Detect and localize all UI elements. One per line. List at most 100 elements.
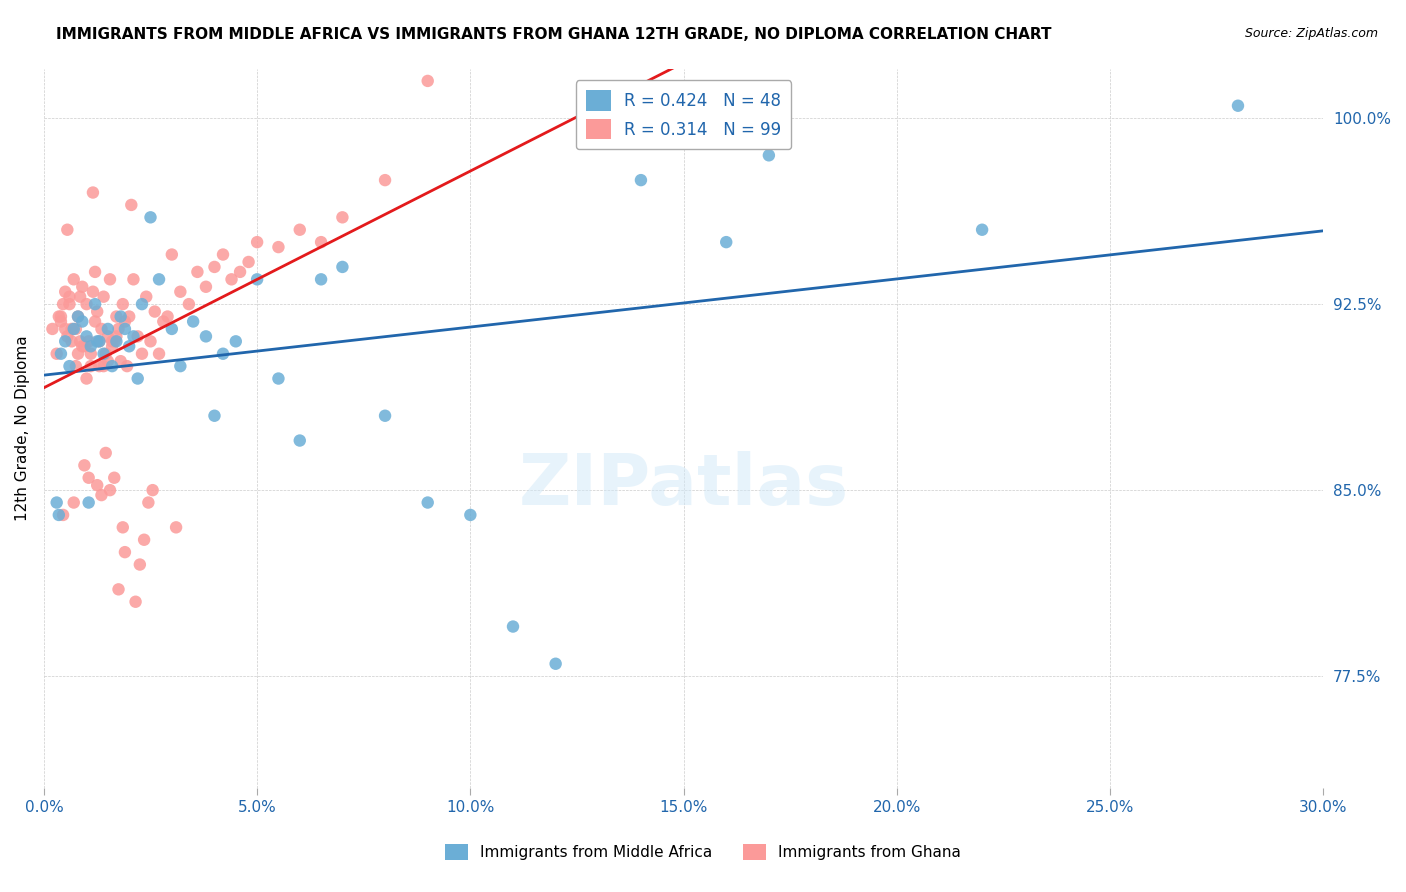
Point xyxy=(103,334,125,349)
Point xyxy=(716,235,738,249)
Point xyxy=(66,310,89,324)
Point xyxy=(131,297,153,311)
Point xyxy=(60,322,83,336)
Point xyxy=(62,322,84,336)
Point xyxy=(160,247,183,261)
Point xyxy=(48,508,70,522)
Point xyxy=(309,235,332,249)
Point xyxy=(374,173,396,187)
Point xyxy=(65,359,87,373)
Point xyxy=(630,173,652,187)
Point xyxy=(84,297,107,311)
Point xyxy=(80,339,103,353)
Point xyxy=(86,304,108,318)
Point xyxy=(82,186,104,200)
Point xyxy=(160,322,183,336)
Point xyxy=(41,322,63,336)
Point xyxy=(93,290,115,304)
Point xyxy=(73,458,96,473)
Point xyxy=(89,334,111,349)
Y-axis label: 12th Grade, No Diploma: 12th Grade, No Diploma xyxy=(15,335,30,521)
Point xyxy=(165,520,187,534)
Point xyxy=(80,359,103,373)
Point xyxy=(86,334,108,349)
Point xyxy=(82,285,104,299)
Point xyxy=(77,334,100,349)
Point xyxy=(972,223,994,237)
Point xyxy=(212,247,235,261)
Point xyxy=(52,508,75,522)
Point xyxy=(502,619,524,633)
Point xyxy=(77,495,100,509)
Point xyxy=(72,279,94,293)
Point xyxy=(238,255,260,269)
Point xyxy=(114,314,136,328)
Point xyxy=(110,310,132,324)
Point xyxy=(52,297,75,311)
Point xyxy=(139,211,162,225)
Point xyxy=(76,371,98,385)
Point xyxy=(101,359,124,373)
Point xyxy=(90,488,112,502)
Point xyxy=(89,359,111,373)
Point xyxy=(186,265,208,279)
Point xyxy=(131,347,153,361)
Point xyxy=(110,354,132,368)
Point xyxy=(93,359,115,373)
Point xyxy=(204,260,226,274)
Point xyxy=(544,657,567,671)
Point xyxy=(98,272,121,286)
Point xyxy=(288,434,311,448)
Point xyxy=(229,265,252,279)
Point xyxy=(204,409,226,423)
Point xyxy=(69,290,91,304)
Point xyxy=(1227,99,1250,113)
Point xyxy=(72,314,94,328)
Point xyxy=(128,558,150,572)
Point xyxy=(77,471,100,485)
Point xyxy=(460,508,482,522)
Point xyxy=(139,334,162,349)
Point xyxy=(114,322,136,336)
Point xyxy=(105,334,128,349)
Point xyxy=(114,545,136,559)
Point xyxy=(86,478,108,492)
Point xyxy=(148,272,170,286)
Point xyxy=(58,359,80,373)
Point xyxy=(132,533,155,547)
Point xyxy=(69,334,91,349)
Point xyxy=(309,272,332,286)
Point xyxy=(56,329,79,343)
Point xyxy=(56,223,79,237)
Point xyxy=(246,235,269,249)
Point xyxy=(94,347,117,361)
Text: Source: ZipAtlas.com: Source: ZipAtlas.com xyxy=(1244,27,1378,40)
Point xyxy=(84,314,107,328)
Point xyxy=(53,334,76,349)
Point xyxy=(58,297,80,311)
Point xyxy=(53,322,76,336)
Point xyxy=(105,310,128,324)
Point xyxy=(49,310,72,324)
Point xyxy=(169,359,191,373)
Legend: Immigrants from Middle Africa, Immigrants from Ghana: Immigrants from Middle Africa, Immigrant… xyxy=(439,838,967,866)
Point xyxy=(80,347,103,361)
Point xyxy=(72,339,94,353)
Point xyxy=(374,409,396,423)
Point xyxy=(101,339,124,353)
Point xyxy=(142,483,165,497)
Point xyxy=(115,359,138,373)
Point xyxy=(49,314,72,328)
Point xyxy=(107,582,129,597)
Point xyxy=(135,290,157,304)
Point xyxy=(127,329,149,343)
Point xyxy=(120,198,142,212)
Point xyxy=(169,285,191,299)
Point xyxy=(148,347,170,361)
Point xyxy=(97,329,120,343)
Point xyxy=(127,371,149,385)
Point xyxy=(89,334,111,349)
Point xyxy=(122,329,145,343)
Point xyxy=(48,310,70,324)
Point xyxy=(76,297,98,311)
